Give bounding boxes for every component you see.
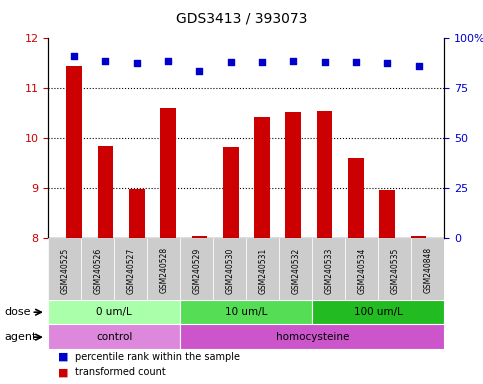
Bar	[223, 147, 239, 238]
FancyBboxPatch shape	[180, 324, 444, 349]
Point	[289, 58, 297, 64]
Text: agent: agent	[5, 332, 37, 342]
Bar	[411, 235, 426, 238]
Text: GSM240529: GSM240529	[192, 247, 201, 293]
Point	[164, 58, 172, 64]
Text: GSM240530: GSM240530	[226, 247, 234, 294]
Bar	[379, 190, 395, 238]
Text: GSM240528: GSM240528	[159, 247, 168, 293]
Bar	[98, 146, 114, 238]
Text: 100 um/L: 100 um/L	[354, 307, 403, 317]
Text: transformed count: transformed count	[75, 367, 166, 377]
FancyBboxPatch shape	[48, 238, 81, 300]
FancyBboxPatch shape	[48, 300, 180, 324]
FancyBboxPatch shape	[378, 238, 412, 300]
Bar	[348, 158, 364, 238]
Text: GSM240525: GSM240525	[60, 247, 69, 293]
Point	[415, 63, 423, 69]
Bar	[254, 117, 270, 238]
FancyBboxPatch shape	[180, 238, 213, 300]
Bar	[317, 111, 332, 238]
Text: GSM240531: GSM240531	[258, 247, 267, 293]
Text: GSM240534: GSM240534	[357, 247, 366, 294]
Bar	[160, 108, 176, 238]
Point	[258, 59, 266, 65]
Bar	[66, 66, 82, 238]
FancyBboxPatch shape	[345, 238, 378, 300]
Text: dose: dose	[5, 307, 31, 317]
Text: percentile rank within the sample: percentile rank within the sample	[75, 352, 240, 362]
Bar	[285, 112, 301, 238]
FancyBboxPatch shape	[48, 324, 180, 349]
Text: GSM240848: GSM240848	[424, 247, 432, 293]
Text: GSM240526: GSM240526	[93, 247, 102, 293]
Text: GSM240527: GSM240527	[127, 247, 135, 293]
FancyBboxPatch shape	[180, 300, 313, 324]
Point	[384, 60, 391, 66]
FancyBboxPatch shape	[313, 238, 345, 300]
Text: homocysteine: homocysteine	[276, 332, 349, 342]
Text: 10 um/L: 10 um/L	[225, 307, 268, 317]
Point	[352, 59, 360, 65]
Point	[227, 59, 235, 65]
FancyBboxPatch shape	[313, 300, 444, 324]
Point	[101, 58, 109, 64]
Bar	[129, 189, 144, 238]
FancyBboxPatch shape	[81, 238, 114, 300]
Text: GDS3413 / 393073: GDS3413 / 393073	[176, 12, 307, 25]
FancyBboxPatch shape	[114, 238, 147, 300]
Point	[321, 59, 328, 65]
Point	[70, 53, 78, 59]
Point	[133, 60, 141, 66]
Text: 0 um/L: 0 um/L	[97, 307, 132, 317]
Text: GSM240535: GSM240535	[390, 247, 399, 294]
Point	[196, 68, 203, 74]
Bar	[192, 235, 207, 238]
FancyBboxPatch shape	[147, 238, 180, 300]
Text: GSM240532: GSM240532	[291, 247, 300, 293]
Text: ■: ■	[58, 352, 69, 362]
Text: ■: ■	[58, 367, 69, 377]
Text: GSM240533: GSM240533	[325, 247, 333, 294]
FancyBboxPatch shape	[412, 238, 444, 300]
FancyBboxPatch shape	[213, 238, 246, 300]
FancyBboxPatch shape	[279, 238, 313, 300]
Text: control: control	[96, 332, 132, 342]
FancyBboxPatch shape	[246, 238, 279, 300]
